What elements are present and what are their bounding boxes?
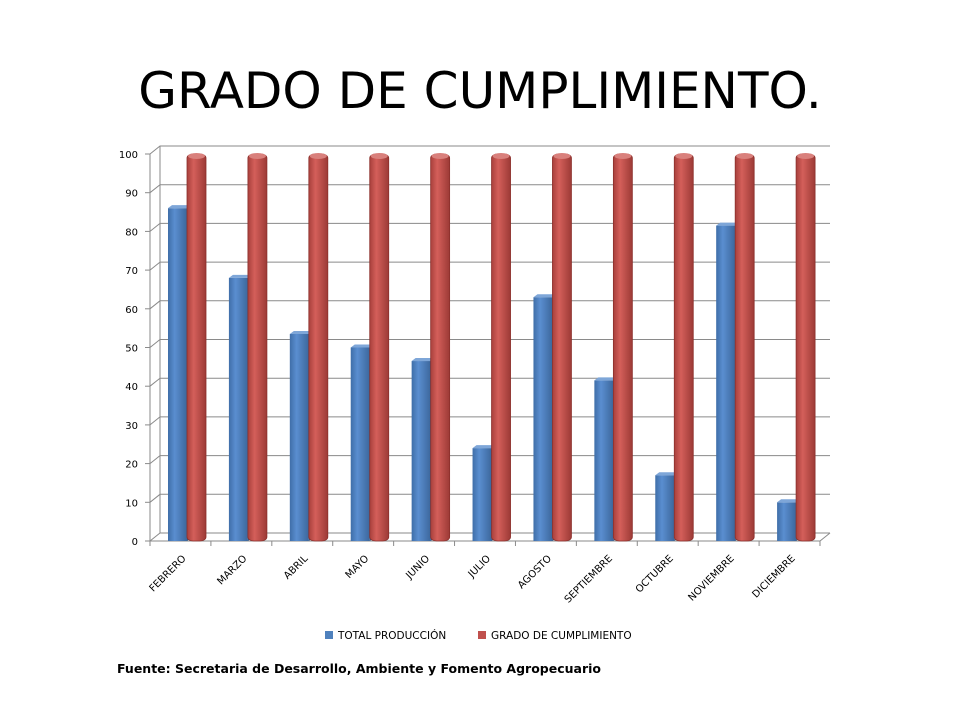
x-tick-label: AGOSTO xyxy=(516,553,554,591)
legend-item: GRADO DE CUMPLIMIENTO xyxy=(478,630,632,642)
legend-label: TOTAL PRODUCCIÓN xyxy=(337,629,446,642)
bar-grado-cumplimiento xyxy=(491,153,511,542)
bar-grado-cumplimiento xyxy=(673,153,694,542)
y-tick-label: 90 xyxy=(125,189,138,200)
y-tick-label: 60 xyxy=(125,305,138,316)
y-tick-label: 40 xyxy=(125,382,138,393)
y-tick-label: 10 xyxy=(125,498,138,509)
x-tick-label: JUNIO xyxy=(404,553,433,582)
page-title: GRADO DE CUMPLIMIENTO. xyxy=(138,62,822,120)
x-tick-label: NOVIEMBRE xyxy=(687,553,737,603)
y-tick-label: 70 xyxy=(125,266,138,277)
source-note: Fuente: Secretaria de Desarrollo, Ambien… xyxy=(117,661,601,676)
bar-grado-cumplimiento xyxy=(795,153,816,542)
bar-grado-cumplimiento xyxy=(186,153,207,542)
y-tick-label: 0 xyxy=(132,537,138,548)
x-tick-label: OCTUBRE xyxy=(634,553,676,595)
y-tick-label: 30 xyxy=(125,421,138,432)
x-tick-label: DICIEMBRE xyxy=(751,553,798,600)
y-tick-label: 80 xyxy=(125,227,138,238)
bar-grado-cumplimiento xyxy=(430,153,451,542)
x-tick-label: JULIO xyxy=(466,553,493,580)
bar-grado-cumplimiento xyxy=(247,153,268,542)
y-tick-label: 100 xyxy=(119,150,138,161)
bar-grado-cumplimiento xyxy=(734,153,755,542)
x-tick-label: SEPTIEMBRE xyxy=(563,553,615,605)
bars xyxy=(168,153,816,542)
legend-item: TOTAL PRODUCCIÓN xyxy=(325,629,446,642)
gridline xyxy=(149,145,830,155)
x-tick-label: FEBRERO xyxy=(148,553,189,594)
bar-grado-cumplimiento xyxy=(552,153,572,542)
legend: TOTAL PRODUCCIÓN GRADO DE CUMPLIMIENTO xyxy=(325,629,632,642)
y-tick-label: 50 xyxy=(125,344,138,355)
y-tick-label: 20 xyxy=(125,460,138,471)
bar-grado-cumplimiento xyxy=(369,153,390,542)
x-tick-label: MAYO xyxy=(344,553,372,581)
x-tick-label: MARZO xyxy=(215,553,249,587)
bar-grado-cumplimiento xyxy=(612,153,633,542)
legend-swatch xyxy=(478,631,486,639)
bar-grado-cumplimiento xyxy=(308,153,329,542)
legend-swatch xyxy=(325,631,333,639)
legend-label: GRADO DE CUMPLIMIENTO xyxy=(491,630,632,642)
x-tick-label: ABRIL xyxy=(282,553,311,582)
